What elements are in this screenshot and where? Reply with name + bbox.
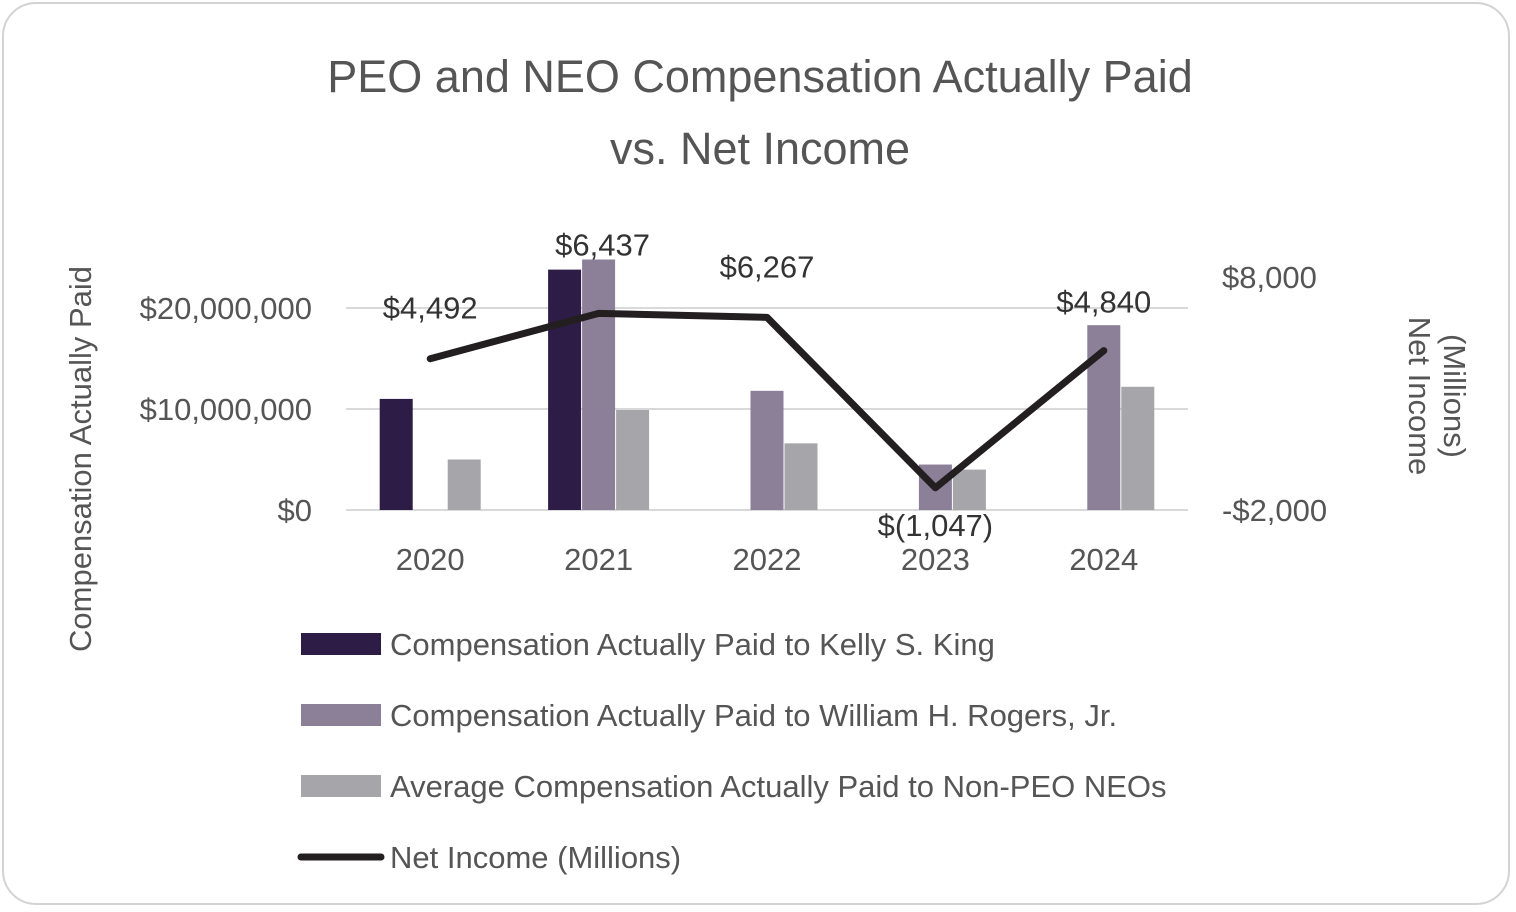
net-income-data-label: $4,492 xyxy=(383,291,478,326)
y-tick-label-left: $0 xyxy=(278,493,312,528)
x-tick-label: 2022 xyxy=(733,542,802,577)
bar-2024-series-3 xyxy=(1121,386,1155,510)
x-tick-label: 2020 xyxy=(396,542,465,577)
net-income-data-label: $6,437 xyxy=(555,227,650,262)
bars xyxy=(379,259,1155,510)
legend-swatch xyxy=(301,775,381,797)
chart-svg: $4,492 $6,437 $6,267 $(1,047) $4,840 $0 $10,0… xyxy=(63,51,1472,875)
y-tick-label-right: $8,000 xyxy=(1222,260,1317,295)
legend: Compensation Actually Paid to Kelly S. K… xyxy=(297,627,1167,875)
bar-2021-series-3 xyxy=(616,410,650,510)
y-axis-title-right-line1: Net Income xyxy=(1402,317,1437,476)
y-axis-title-right-line2: (Millions) xyxy=(1437,334,1472,458)
x-tick-label: 2021 xyxy=(564,542,633,577)
net-income-line xyxy=(426,309,1108,492)
bar-2020-series-1 xyxy=(379,398,413,510)
chart-title: PEO and NEO Compensation Actually Paid xyxy=(327,51,1192,102)
legend-label: Compensation Actually Paid to William H.… xyxy=(390,698,1117,733)
bar-2020-series-3 xyxy=(447,459,481,510)
bar-2023-series-3 xyxy=(952,469,986,510)
y-tick-label-left: $10,000,000 xyxy=(140,392,312,427)
axis-labels: $0 $10,000,000 $20,000,000 $8,000 -$2,000 202… xyxy=(140,260,1328,577)
bar-2021-series-1 xyxy=(548,269,582,510)
net-income-data-label: $6,267 xyxy=(720,249,815,284)
legend-label: Compensation Actually Paid to Kelly S. K… xyxy=(390,627,995,662)
net-income-data-label: $(1,047) xyxy=(878,508,993,543)
net-income-line-group: $4,492 $6,437 $6,267 $(1,047) $4,840 xyxy=(383,227,1151,542)
legend-label: Average Compensation Actually Paid to No… xyxy=(390,769,1167,804)
bar-2021-series-2 xyxy=(582,259,616,510)
chart-subtitle: vs. Net Income xyxy=(610,123,910,174)
y-axis-title-left: Compensation Actually Paid xyxy=(63,266,98,652)
bar-2022-series-3 xyxy=(784,443,818,510)
x-tick-label: 2024 xyxy=(1069,542,1138,577)
legend-label: Net Income (Millions) xyxy=(390,840,681,875)
y-tick-label-right: -$2,000 xyxy=(1222,493,1327,528)
bar-2022-series-2 xyxy=(750,390,784,510)
net-income-data-label: $4,840 xyxy=(1056,285,1151,320)
x-tick-label: 2023 xyxy=(901,542,970,577)
legend-swatch xyxy=(301,633,381,655)
legend-swatch xyxy=(301,704,381,726)
y-tick-label-left: $20,000,000 xyxy=(140,291,312,326)
